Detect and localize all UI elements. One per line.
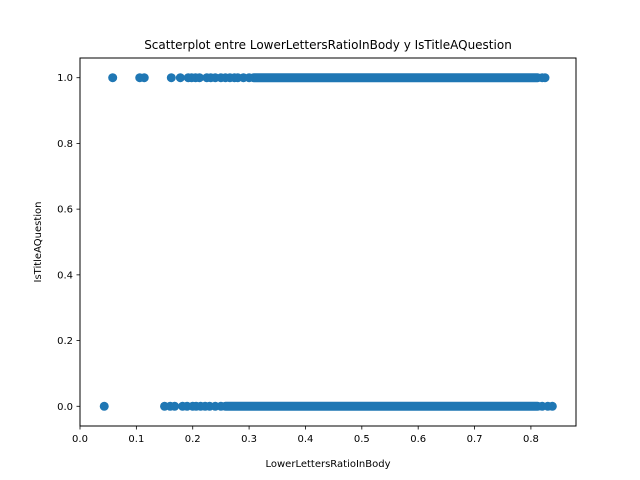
y-axis-label: IsTitleAQuestion [33,202,44,283]
y-tick-label: 1.0 [57,73,73,84]
x-tick-label: 0.1 [128,434,144,445]
data-point [108,73,118,83]
chart-title: Scatterplot entre LowerLettersRatioInBod… [144,38,512,52]
x-tick-label: 0.0 [72,434,88,445]
data-points [99,73,557,411]
y-tick-label: 0.4 [57,270,73,281]
dense-point-bands [220,73,543,411]
data-point [166,73,176,83]
y-axis-ticks: 0.0 0.2 0.4 0.6 0.8 1.0 [57,73,80,413]
dense-band-1 [220,401,543,411]
y-tick-label: 0.0 [57,402,73,413]
x-tick-label: 0.5 [354,434,370,445]
data-point [194,73,204,83]
data-point [175,73,185,83]
y-tick-label: 0.6 [57,205,73,216]
x-axis-label: LowerLettersRatioInBody [265,459,390,470]
data-point [547,401,557,411]
x-tick-label: 0.2 [185,434,201,445]
data-point [540,73,550,83]
x-tick-label: 0.6 [410,434,426,445]
x-axis-ticks: 0.0 0.1 0.2 0.3 0.4 0.5 0.6 0.7 0.8 [72,426,539,445]
data-point [244,73,254,83]
data-point [139,73,149,83]
plot-frame [79,57,577,427]
data-point [170,401,180,411]
x-tick-label: 0.3 [241,434,257,445]
data-point [99,401,109,411]
x-tick-label: 0.7 [467,434,483,445]
dense-band-0 [249,73,543,83]
x-tick-label: 0.4 [298,434,314,445]
y-tick-label: 0.2 [57,336,73,347]
x-tick-label: 0.8 [523,434,539,445]
data-point [216,401,226,411]
y-tick-label: 0.8 [57,139,73,150]
